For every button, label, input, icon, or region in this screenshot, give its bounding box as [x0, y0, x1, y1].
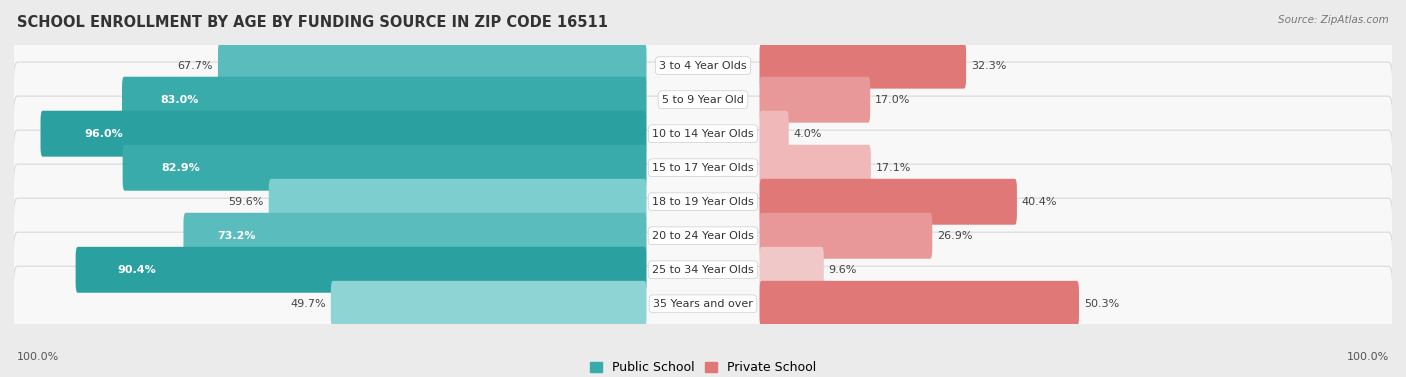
FancyBboxPatch shape: [759, 145, 870, 191]
Text: 5 to 9 Year Old: 5 to 9 Year Old: [662, 95, 744, 105]
FancyBboxPatch shape: [14, 266, 1392, 342]
FancyBboxPatch shape: [14, 96, 1392, 171]
Text: 32.3%: 32.3%: [972, 61, 1007, 70]
Text: 17.1%: 17.1%: [876, 163, 911, 173]
FancyBboxPatch shape: [759, 77, 870, 123]
FancyBboxPatch shape: [14, 164, 1392, 239]
Text: 59.6%: 59.6%: [229, 197, 264, 207]
Text: 90.4%: 90.4%: [117, 265, 156, 275]
Text: 35 Years and over: 35 Years and over: [652, 299, 754, 309]
FancyBboxPatch shape: [122, 145, 647, 191]
FancyBboxPatch shape: [41, 111, 647, 157]
FancyBboxPatch shape: [759, 43, 966, 89]
Text: 40.4%: 40.4%: [1022, 197, 1057, 207]
FancyBboxPatch shape: [759, 213, 932, 259]
FancyBboxPatch shape: [759, 111, 789, 157]
Text: 20 to 24 Year Olds: 20 to 24 Year Olds: [652, 231, 754, 241]
FancyBboxPatch shape: [14, 28, 1392, 103]
Text: 9.6%: 9.6%: [828, 265, 858, 275]
FancyBboxPatch shape: [76, 247, 647, 293]
FancyBboxPatch shape: [14, 198, 1392, 273]
Text: 83.0%: 83.0%: [160, 95, 198, 105]
Text: 50.3%: 50.3%: [1084, 299, 1119, 309]
Text: 67.7%: 67.7%: [177, 61, 214, 70]
Text: 49.7%: 49.7%: [290, 299, 326, 309]
Text: SCHOOL ENROLLMENT BY AGE BY FUNDING SOURCE IN ZIP CODE 16511: SCHOOL ENROLLMENT BY AGE BY FUNDING SOUR…: [17, 15, 607, 30]
FancyBboxPatch shape: [183, 213, 647, 259]
FancyBboxPatch shape: [14, 130, 1392, 205]
Text: 100.0%: 100.0%: [1347, 352, 1389, 362]
Text: 3 to 4 Year Olds: 3 to 4 Year Olds: [659, 61, 747, 70]
FancyBboxPatch shape: [330, 281, 647, 327]
Text: 18 to 19 Year Olds: 18 to 19 Year Olds: [652, 197, 754, 207]
Text: 17.0%: 17.0%: [875, 95, 911, 105]
Text: 15 to 17 Year Olds: 15 to 17 Year Olds: [652, 163, 754, 173]
Text: 25 to 34 Year Olds: 25 to 34 Year Olds: [652, 265, 754, 275]
Text: 10 to 14 Year Olds: 10 to 14 Year Olds: [652, 129, 754, 139]
FancyBboxPatch shape: [759, 281, 1078, 327]
Text: 4.0%: 4.0%: [793, 129, 823, 139]
FancyBboxPatch shape: [14, 62, 1392, 137]
Text: 82.9%: 82.9%: [162, 163, 200, 173]
Text: 96.0%: 96.0%: [84, 129, 124, 139]
Text: 73.2%: 73.2%: [218, 231, 256, 241]
Text: Source: ZipAtlas.com: Source: ZipAtlas.com: [1278, 15, 1389, 25]
FancyBboxPatch shape: [218, 43, 647, 89]
FancyBboxPatch shape: [759, 247, 824, 293]
Text: 26.9%: 26.9%: [936, 231, 973, 241]
FancyBboxPatch shape: [14, 232, 1392, 307]
FancyBboxPatch shape: [122, 77, 647, 123]
Text: 100.0%: 100.0%: [17, 352, 59, 362]
FancyBboxPatch shape: [269, 179, 647, 225]
Legend: Public School, Private School: Public School, Private School: [585, 356, 821, 377]
FancyBboxPatch shape: [759, 179, 1017, 225]
